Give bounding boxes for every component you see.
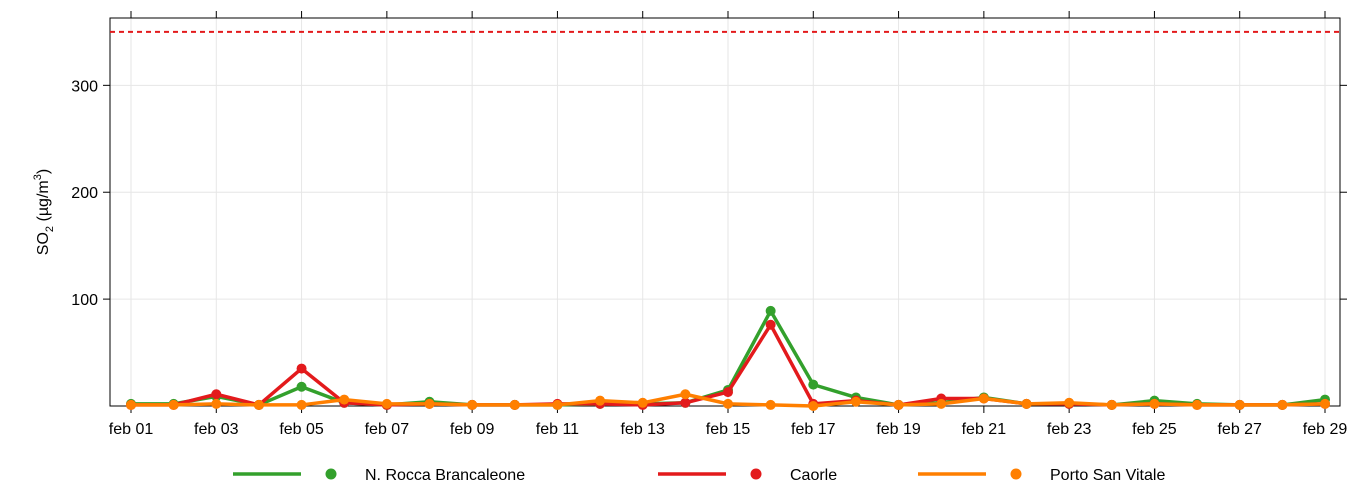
data-point [680,397,691,408]
x-tick-label: feb 01 [109,421,154,438]
legend-dot [325,468,337,480]
data-point [467,399,478,410]
data-point [211,389,222,400]
x-tick-label: feb 05 [279,421,324,438]
data-point [765,305,776,316]
data-point [253,399,264,410]
x-tick-label: feb 15 [706,421,751,438]
data-point [765,319,776,330]
x-tick-label: feb 23 [1047,421,1092,438]
data-point [808,379,819,390]
legend-dot [750,468,762,480]
y-axis-label: SO2 (µg/m3) [32,169,56,255]
data-point [1021,398,1032,409]
data-point [637,397,648,408]
data-point [723,398,733,409]
x-tick-label: feb 03 [194,421,239,438]
y-tick-label: 100 [71,292,98,309]
data-point [1277,399,1288,410]
x-tick-label: feb 09 [450,421,495,438]
data-point [1149,398,1160,409]
data-point [936,398,947,409]
x-tick-label: feb 07 [365,421,410,438]
data-point [211,398,222,409]
data-point [168,399,179,410]
data-point [126,399,136,410]
data-point [765,399,776,410]
data-point [808,401,819,411]
data-point [893,399,904,410]
data-point [978,393,989,404]
data-point [381,398,392,409]
x-tick-label: feb 19 [876,421,921,438]
data-point [424,398,435,409]
legend-label: N. Rocca Brancaleone [365,467,525,484]
data-point [723,387,733,398]
x-tick-label: feb 21 [962,421,1007,438]
y-tick-label: 200 [71,185,98,202]
x-tick-label: feb 17 [791,421,836,438]
x-tick-label: feb 25 [1132,421,1177,438]
legend-dot [1010,468,1022,480]
y-tick-label: 300 [71,78,98,95]
x-tick-label: feb 27 [1217,421,1262,438]
plot-frame [109,17,1341,407]
data-point [509,399,520,410]
legend-label: Porto San Vitale [1050,467,1165,484]
data-point [1192,399,1203,410]
data-point [339,394,350,405]
data-point [850,396,861,407]
x-tick-label: feb 11 [536,421,579,438]
data-point [296,399,307,410]
data-point [296,363,307,374]
x-tick-label: feb 13 [620,421,665,438]
data-point [595,395,606,406]
data-point [296,381,307,392]
data-point [552,399,563,410]
data-point [680,389,691,400]
data-point [1234,399,1245,410]
legend-label: Caorle [790,467,837,484]
data-point [1064,397,1075,408]
data-point [1320,398,1330,409]
data-point [1106,399,1117,410]
x-tick-label: feb 29 [1303,421,1348,438]
